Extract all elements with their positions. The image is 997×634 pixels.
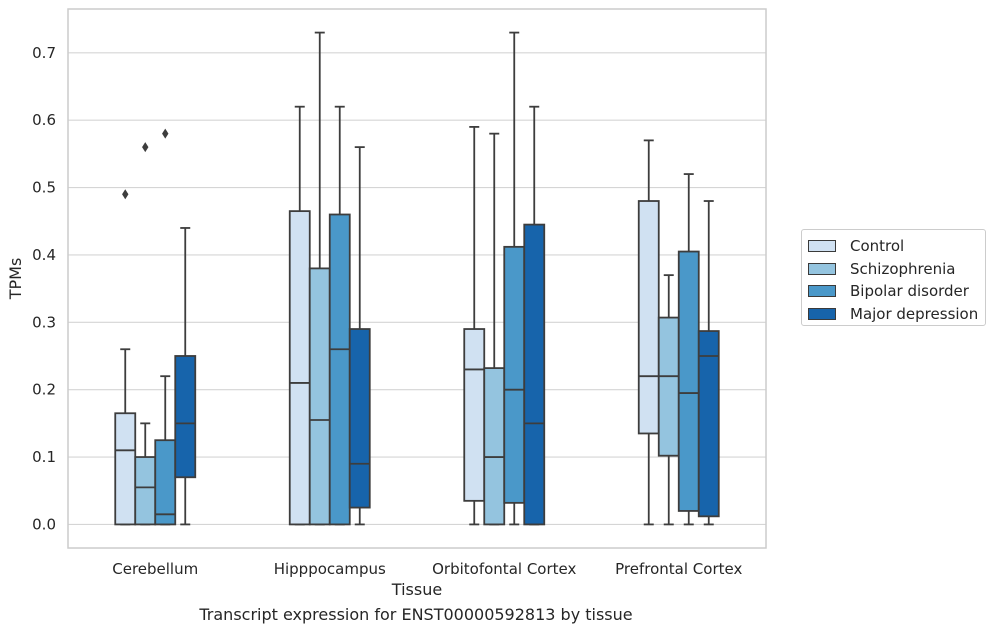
iqr-box — [697, 330, 720, 518]
iqr-box — [657, 316, 680, 457]
iqr-box — [483, 367, 506, 526]
box-schizophrenia — [308, 31, 331, 526]
legend-swatch — [808, 240, 836, 253]
y-tick-label: 0.6 — [32, 111, 56, 129]
y-tick-label: 0.7 — [32, 44, 56, 62]
legend-item: Bipolar disorder — [808, 280, 985, 303]
y-tick-label: 0.0 — [32, 515, 56, 533]
box-control — [463, 126, 486, 526]
legend-label: Major depression — [850, 304, 979, 323]
y-tick-label: 0.2 — [32, 381, 56, 399]
box-major-depression — [174, 227, 197, 526]
legend-swatch — [808, 307, 836, 320]
x-tick-label: Prefrontal Cortex — [615, 560, 742, 578]
figure-caption: Transcript expression for ENST0000059281… — [199, 605, 633, 624]
box-major-depression — [697, 200, 720, 526]
outlier-point — [142, 142, 149, 153]
x-tick-label: Orbitofontal Cortex — [432, 560, 576, 578]
iqr-box — [523, 223, 546, 526]
iqr-box — [348, 328, 371, 509]
legend: Control Schizophrenia Bipolar disorder Majo… — [801, 229, 986, 326]
iqr-box — [677, 250, 700, 512]
y-axis-label: TPMs — [6, 258, 25, 301]
iqr-box — [174, 355, 197, 479]
x-tick-label: Cerebellum — [112, 560, 198, 578]
box-bipolar-disorder — [677, 173, 700, 526]
iqr-box — [503, 245, 526, 504]
y-tick-label: 0.3 — [32, 313, 56, 331]
box-schizophrenia — [483, 132, 506, 526]
iqr-box — [154, 439, 177, 526]
legend-item: Major depression — [808, 303, 985, 326]
legend-swatch — [808, 285, 836, 298]
box-bipolar-disorder — [503, 31, 526, 526]
iqr-box — [463, 328, 486, 502]
iqr-box — [308, 267, 331, 526]
outlier-point — [122, 189, 129, 200]
iqr-box — [114, 412, 137, 526]
y-tick-label: 0.4 — [32, 246, 56, 264]
legend-item: Control — [808, 235, 985, 258]
legend-label: Schizophrenia — [850, 259, 956, 278]
iqr-box — [134, 456, 157, 526]
plot-frame — [67, 8, 767, 549]
box-major-depression — [523, 105, 546, 526]
legend-label: Bipolar disorder — [850, 282, 969, 301]
legend-item: Schizophrenia — [808, 258, 985, 281]
x-tick-label: Hipppocampus — [274, 560, 386, 578]
iqr-box — [288, 210, 311, 526]
legend-label: Control — [850, 237, 905, 256]
outlier-point — [162, 128, 169, 139]
box-major-depression — [348, 146, 371, 526]
box-bipolar-disorder — [154, 128, 177, 526]
y-tick-label: 0.5 — [32, 179, 56, 197]
legend-swatch — [808, 262, 836, 275]
iqr-box — [637, 200, 660, 435]
y-tick-label: 0.1 — [32, 448, 56, 466]
iqr-box — [328, 213, 351, 526]
x-axis-label: Tissue — [391, 580, 442, 599]
